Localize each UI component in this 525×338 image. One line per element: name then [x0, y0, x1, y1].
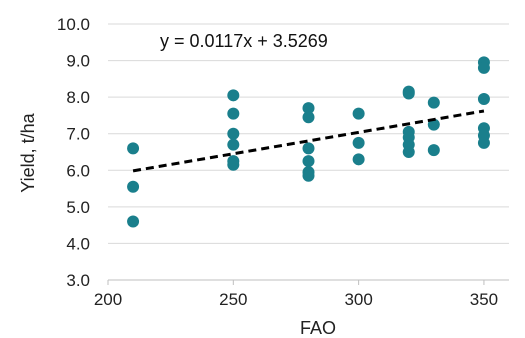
data-point	[227, 107, 240, 120]
data-point	[302, 142, 315, 155]
data-point	[227, 127, 240, 140]
x-tick-label: 200	[94, 290, 122, 309]
x-axis	[107, 279, 509, 285]
x-tick-label: 300	[344, 290, 372, 309]
data-point	[127, 180, 140, 193]
trendline	[132, 109, 485, 173]
data-point	[227, 138, 240, 151]
data-point	[402, 87, 415, 100]
data-point	[352, 136, 365, 149]
y-tick-label: 8.0	[66, 88, 90, 107]
data-point	[477, 61, 490, 74]
data-point	[477, 136, 490, 149]
trendline-path	[132, 109, 485, 173]
data-point	[302, 169, 315, 182]
y-tick-label: 7.0	[66, 125, 90, 144]
data-point	[477, 92, 490, 105]
data-point	[127, 142, 140, 155]
y-tick-label: 4.0	[66, 234, 90, 253]
y-axis-ticks: 3.0 4.0 5.0 6.0 7.0 8.0 9.0 10.0	[57, 15, 90, 290]
data-point	[302, 155, 315, 168]
data-point	[302, 102, 315, 115]
x-tick-label: 250	[219, 290, 247, 309]
data-point	[227, 89, 240, 102]
y-tick-label: 10.0	[57, 15, 90, 34]
data-point	[427, 118, 440, 131]
y-tick-label: 9.0	[66, 52, 90, 71]
data-point	[427, 96, 440, 109]
y-tick-label: 3.0	[66, 271, 90, 290]
y-tick-label: 6.0	[66, 161, 90, 180]
data-point	[127, 215, 140, 228]
data-point	[352, 153, 365, 166]
data-point	[402, 146, 415, 158]
y-tick-label: 5.0	[66, 198, 90, 217]
data-points	[127, 56, 490, 228]
data-point	[427, 144, 440, 157]
gridlines	[108, 23, 509, 244]
y-axis-title: Yield, t/ha	[18, 112, 38, 192]
x-axis-title: FAO	[300, 318, 336, 338]
x-axis-ticks: 200 250 300 350	[94, 290, 498, 309]
data-point	[352, 107, 365, 120]
data-point	[302, 111, 315, 124]
x-tick-label: 350	[470, 290, 498, 309]
data-point	[227, 158, 240, 171]
trendline-equation: y = 0.0117x + 3.5269	[160, 31, 328, 51]
